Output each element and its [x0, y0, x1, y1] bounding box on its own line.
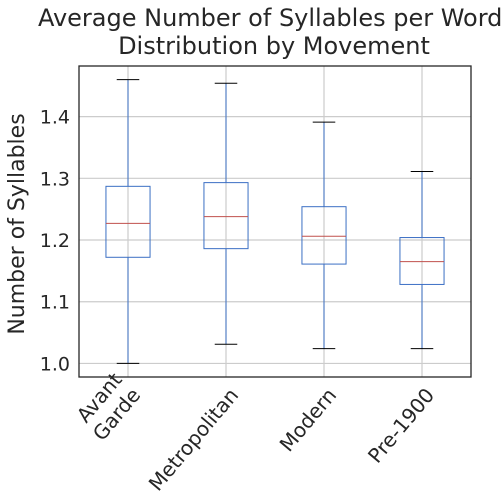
- iqr-box: [399, 237, 445, 285]
- y-tick-label: 1.3: [40, 168, 70, 190]
- grid-lines: [79, 66, 471, 377]
- x-tick-label: Pre-1900: [363, 383, 439, 467]
- x-tick-label: AvantGarde: [69, 368, 145, 445]
- y-tick-label: 1.4: [40, 107, 70, 129]
- x-tick-label: Modern: [275, 383, 342, 456]
- chart-title-line-2: Distribution by Movement: [118, 32, 430, 60]
- y-tick-label: 1.2: [40, 230, 70, 252]
- box-modern: [301, 121, 347, 350]
- y-tick-labels: 1.0 1.1 1.2 1.3 1.4: [40, 107, 70, 376]
- y-axis-label: Number of Syllables: [5, 113, 30, 334]
- iqr-box: [203, 182, 249, 250]
- chart-title-line-1: Average Number of Syllables per Word,: [38, 4, 501, 32]
- x-tick-label: Metropolitan: [144, 383, 244, 495]
- y-tick-label: 1.1: [40, 292, 70, 314]
- iqr-box: [301, 206, 347, 265]
- plot-frame: [78, 65, 472, 378]
- box-avant-garde: [105, 79, 151, 364]
- box-plot-series: [105, 79, 445, 364]
- iqr-box: [105, 185, 151, 258]
- x-tick-label-line: Pre-1900: [363, 383, 439, 467]
- x-tick-label-line: Metropolitan: [144, 383, 244, 495]
- y-tick-label: 1.0: [40, 353, 70, 375]
- box-metropolitan: [203, 82, 249, 345]
- x-tick-label-line: Modern: [275, 383, 342, 456]
- box-pre-1900: [399, 171, 445, 350]
